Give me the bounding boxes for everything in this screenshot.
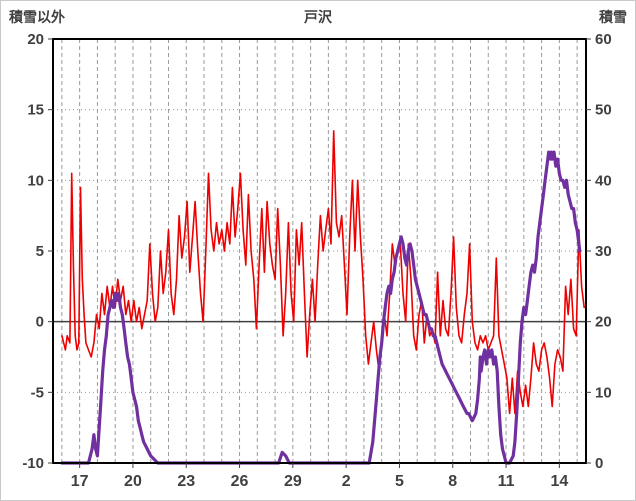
- x-tick-label: 5: [395, 473, 404, 490]
- right-tick-label: 20: [595, 314, 612, 331]
- left-tick-label: 15: [27, 102, 44, 119]
- left-tick-label: 20: [27, 31, 44, 48]
- left-tick-label: 5: [36, 243, 44, 260]
- right-axis-title: 積雪: [599, 9, 627, 25]
- right-tick-label: 50: [595, 102, 612, 119]
- left-tick-label: -5: [31, 384, 44, 401]
- chart-title: 戸沢: [304, 9, 332, 25]
- left-tick-label: -10: [22, 455, 44, 472]
- snow-depth-line: [60, 150, 582, 465]
- right-tick-label: 0: [595, 455, 603, 472]
- x-tick-label: 20: [124, 473, 142, 490]
- x-tick-label: 29: [284, 473, 302, 490]
- x-tick-label: 17: [71, 473, 89, 490]
- x-tick-label: 14: [550, 473, 568, 490]
- right-tick-label: 60: [595, 31, 612, 48]
- right-tick-label: 10: [595, 384, 612, 401]
- left-tick-label: 10: [27, 172, 44, 189]
- right-tick-label: 30: [595, 243, 612, 260]
- left-tick-label: 0: [36, 314, 44, 331]
- x-tick-label: 23: [177, 473, 195, 490]
- left-axis-title: 積雪以外: [9, 9, 65, 25]
- x-tick-label: 2: [342, 473, 351, 490]
- right-tick-label: 40: [595, 172, 612, 189]
- temperature-line: [61, 130, 585, 415]
- x-tick-label: 26: [231, 473, 249, 490]
- x-tick-label: 8: [448, 473, 457, 490]
- x-tick-label: 11: [498, 473, 515, 490]
